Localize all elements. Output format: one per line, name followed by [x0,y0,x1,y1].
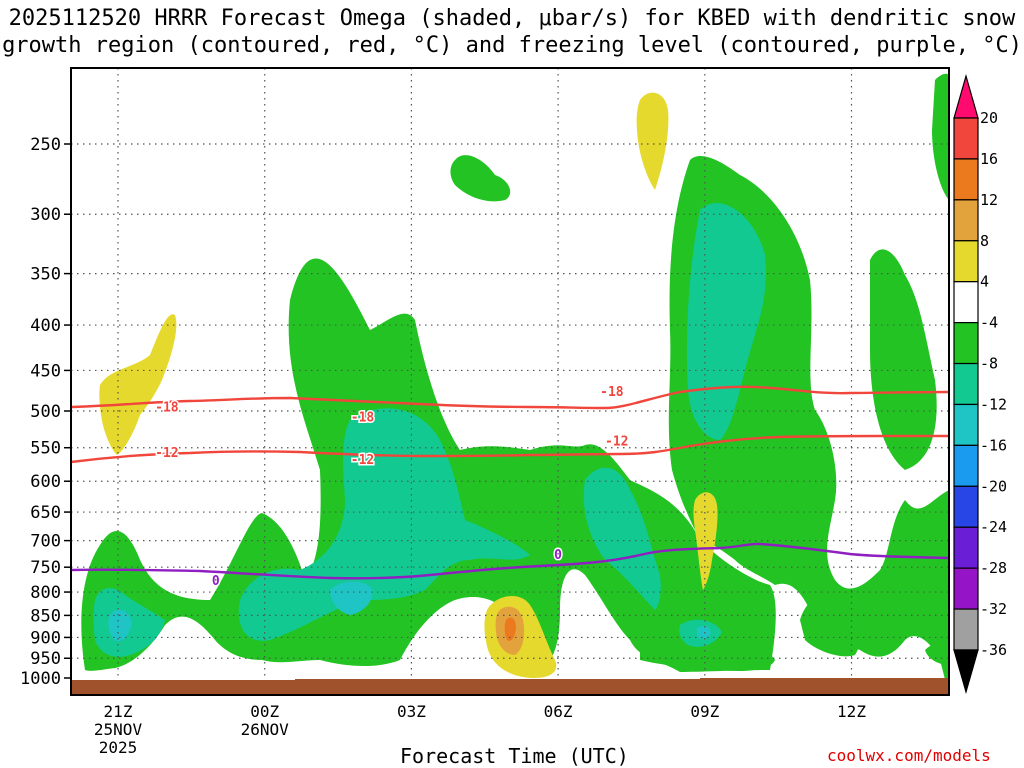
x-tick-label: 00Z [250,702,279,721]
contour-labels: -18 -18 -18 -12 -12 -12 0 0 [154,384,630,591]
contour-label: -18 [600,385,624,400]
contour-label: -12 [605,435,628,450]
colorbar: 20 16 12 8 4 -4 -8 -12 -16 -20 -24 -28 -32 -36 [953,73,1007,695]
colorbar-swatch [953,281,979,324]
omega-region-green [450,155,511,202]
omega-region-green [800,587,861,657]
colorbar-swatch [953,158,979,201]
colorbar-level-label: 16 [980,150,998,168]
colorbar-swatch [953,403,979,446]
y-tick-label: 450 [30,361,61,381]
colorbar-swatch [953,567,979,610]
y-tick-label: 500 [30,402,61,422]
colorbar-bottom-arrow [953,649,979,695]
colorbar-swatch [953,362,979,406]
colorbar-level-label: 8 [980,232,989,250]
freezing-level-contour [71,542,949,580]
contour-label: -12 [351,453,374,468]
dendritic-minus18-contour [71,385,949,410]
omega-region-green [640,628,775,671]
y-tick-label: 600 [30,472,61,492]
x-tick-label: 09Z [690,702,719,721]
omega-region-green [925,641,949,665]
colorbar-level-label: -28 [980,559,1007,577]
omega-region-teal-green [238,408,530,641]
y-tick-label: 900 [30,628,61,648]
omega-region-yellow [636,92,669,190]
x-tick-label: 12Z [837,702,866,721]
colorbar-level-label: -4 [980,314,998,332]
colorbar-level-label: 12 [980,191,998,209]
omega-region-yellow [99,314,177,455]
chart-title-line-2: growth region (contoured, red, °C) and f… [2,33,1022,58]
colorbar-swatch [953,485,979,528]
x-tick-label: 06Z [544,702,573,721]
y-tick-label: 650 [30,503,61,523]
contour-label: 0 [212,574,220,589]
x-tick-label: 21Z [104,702,133,721]
omega-region-teal-green [583,467,661,610]
colorbar-swatch [953,240,979,283]
contour-label: -18 [155,400,179,415]
omega-region-yellow [693,492,718,590]
x-tick-label: 03Z [397,702,426,721]
colorbar-swatch [953,322,979,365]
colorbar-level-label: -36 [980,641,1007,659]
omega-shading [81,73,949,695]
omega-region-teal [108,609,132,642]
colorbar-swatch [953,117,979,160]
y-axis: 2503003504004505005506006507007508008509… [20,135,71,689]
x-tick-date: 26NOV [241,720,290,739]
contour-label: -18 [351,410,375,425]
contour-label: 0 [554,548,562,563]
y-tick-label: 350 [30,265,61,285]
omega-region-teal [330,581,373,615]
y-tick-label: 250 [30,135,61,155]
ground-terrain [71,678,949,695]
omega-region-green [932,73,949,200]
y-tick-label: 700 [30,532,61,552]
y-tick-label: 300 [30,205,61,225]
colorbar-level-label: -32 [980,600,1007,618]
y-tick-label: 400 [30,316,61,336]
y-tick-label: 850 [30,606,61,626]
plot-frame [70,67,950,696]
omega-region-teal [697,625,711,640]
colorbar-level-label: -20 [980,477,1007,495]
x-tick-year: 2025 [99,738,138,757]
omega-region-teal-green [686,202,766,440]
colorbar-level-label: -24 [980,518,1007,536]
x-axis-title: Forecast Time (UTC) [400,744,629,768]
omega-region-orange [504,617,516,641]
dendritic-minus12-contour [71,434,949,464]
colorbar-swatch [953,199,979,242]
y-tick-label: 550 [30,439,61,459]
colorbar-swatch [953,608,979,651]
chart-title-line-1: 2025112520 HRRR Forecast Omega (shaded, … [8,6,1016,31]
y-tick-label: 1000 [20,669,61,689]
colorbar-top-arrow [953,73,979,119]
colorbar-swatch [953,444,979,487]
colorbar-swatch [953,526,979,569]
y-tick-label: 800 [30,583,61,603]
colorbar-level-label: -12 [980,395,1007,413]
plot-area: -18 -18 -18 -12 -12 -12 0 0 [71,68,949,695]
contour-label: -12 [155,446,178,461]
x-tick-date: 25NOV [94,720,143,739]
credit-link[interactable]: coolwx.com/models [827,746,991,765]
omega-region-green [870,249,937,470]
y-tick-label: 950 [30,649,61,669]
colorbar-level-label: -16 [980,436,1007,454]
y-tick-label: 750 [30,558,61,578]
colorbar-level-label: -8 [980,355,998,373]
colorbar-level-label: 4 [980,273,989,291]
colorbar-level-label: 20 [980,109,998,127]
